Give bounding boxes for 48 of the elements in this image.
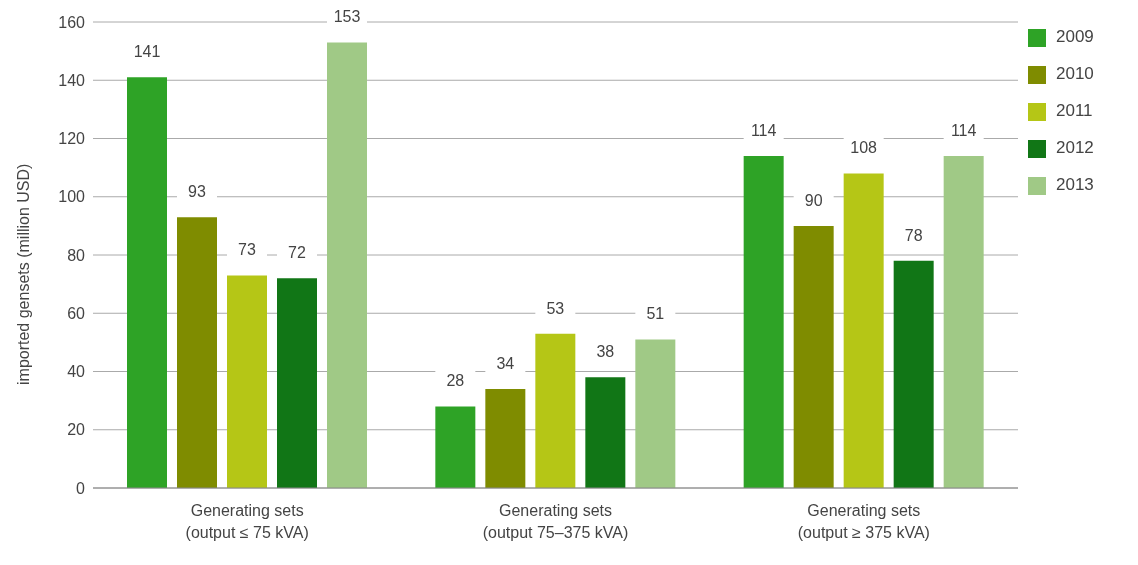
y-tick-label: 80 <box>67 246 86 264</box>
bar <box>943 155 984 488</box>
x-tick-label: Generating sets (output ≤ 75 kVA) <box>185 502 309 541</box>
legend-label: 2013 <box>1056 175 1094 194</box>
y-tick-label: 100 <box>58 188 86 206</box>
x-tick-label: Generating sets (output 75–375 kVA) <box>482 502 629 541</box>
y-tick-label: 120 <box>58 130 86 148</box>
bar <box>893 260 934 488</box>
bar <box>227 275 267 488</box>
data-label: 114 <box>750 121 777 139</box>
data-label: 141 <box>133 43 161 61</box>
y-tick-label: 40 <box>67 363 86 381</box>
bar <box>843 173 884 488</box>
data-label: 38 <box>596 343 615 361</box>
legend-label: 2009 <box>1056 27 1094 46</box>
y-tick-label: 20 <box>67 421 86 439</box>
y-tick-label: 0 <box>76 479 86 497</box>
data-label: 78 <box>904 226 923 244</box>
data-label: 73 <box>238 241 256 259</box>
data-label: 51 <box>646 305 665 323</box>
bar <box>435 406 476 488</box>
data-label: 34 <box>496 354 515 372</box>
y-axis-title: imported gensets (million USD) <box>14 163 32 385</box>
bar <box>535 333 576 488</box>
bar <box>635 339 676 488</box>
bar <box>585 377 626 488</box>
bar <box>485 388 526 488</box>
y-tick-label: 140 <box>58 71 86 89</box>
bar <box>177 217 217 488</box>
legend-label: 2012 <box>1056 138 1094 157</box>
y-tick-label: 160 <box>58 13 86 31</box>
data-label: 28 <box>446 372 465 390</box>
legend-label: 2011 <box>1056 101 1093 120</box>
legend-label: 2010 <box>1056 64 1094 83</box>
data-label: 90 <box>804 191 823 209</box>
bar <box>127 77 167 488</box>
data-label: 114 <box>950 121 977 139</box>
x-tick-label: Generating sets (output ≥ 375 kVA) <box>797 502 930 541</box>
y-tick-label: 60 <box>67 304 86 322</box>
data-label: 93 <box>188 183 206 201</box>
bar <box>743 155 784 488</box>
bar <box>277 278 317 488</box>
data-label: 153 <box>333 8 361 26</box>
data-label: 108 <box>850 139 878 157</box>
data-label: 53 <box>546 299 565 317</box>
data-label: 72 <box>288 244 306 262</box>
bar <box>793 225 834 488</box>
bar <box>327 42 367 488</box>
